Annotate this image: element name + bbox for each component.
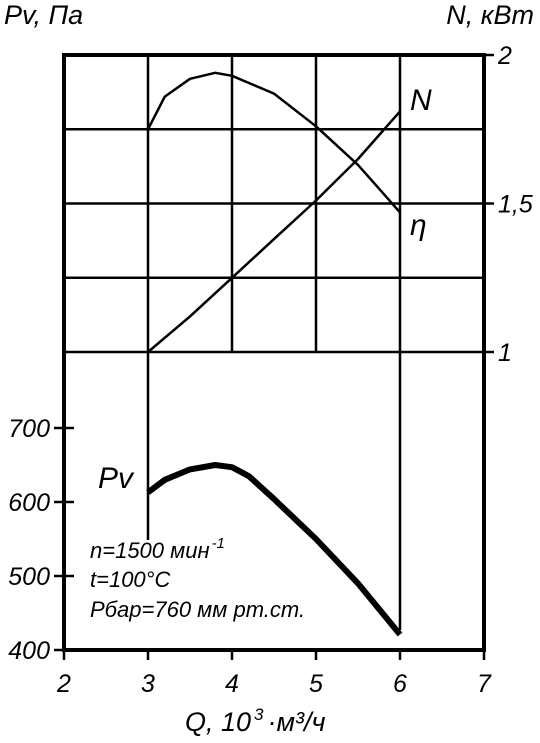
series-label-pv: Pv: [98, 462, 135, 495]
annotation-temp: t=100°C: [90, 567, 170, 592]
series-label-n: N: [410, 84, 432, 117]
x-tick-label-5: 7: [477, 670, 492, 698]
annotation-rpm-prefix: n=1500 мин: [90, 538, 210, 563]
annotation-pressure: Pбар=760 мм рт.ст.: [90, 597, 305, 622]
series-label-eta: η: [410, 209, 427, 242]
series-line-0: [146, 462, 403, 637]
y-left-tick-label-0: 400: [8, 637, 50, 665]
x-axis-title: Q, 10 3 ·м³/ч: [185, 705, 326, 737]
series-line-1: [147, 110, 401, 353]
annotation-rpm: n=1500 мин -1: [90, 535, 225, 563]
x-tick-label-0: 2: [56, 670, 71, 698]
y-left-axis-title: Pv, Па: [4, 0, 83, 30]
y-right-tick-label-2: 2: [497, 42, 512, 70]
x-tick-label-1: 3: [141, 670, 155, 698]
grid: [64, 55, 484, 630]
y-right-tick-label-1: 1,5: [498, 191, 533, 219]
y-left-tick-label-2: 600: [8, 489, 50, 517]
x-tick-label-4: 6: [393, 670, 407, 698]
series: [146, 71, 403, 637]
y-right-axis-title: N, кВт: [446, 0, 534, 30]
annotation-rpm-exponent: -1: [212, 535, 225, 552]
y-left-tick-label-1: 500: [8, 563, 50, 591]
series-line-2: [146, 71, 401, 214]
y-right-tick-label-0: 1: [498, 339, 512, 367]
ticks: 2 3 4 5 6 7 400 500 600 700 1 1,5 2: [8, 42, 533, 698]
x-axis-title-exponent: 3: [254, 705, 264, 724]
x-tick-label-3: 5: [309, 670, 323, 698]
x-axis-title-prefix: Q, 10: [185, 707, 251, 737]
x-tick-label-2: 4: [225, 670, 239, 698]
y-left-tick-label-3: 700: [8, 415, 50, 443]
x-axis-title-suffix: ·м³/ч: [268, 707, 326, 737]
